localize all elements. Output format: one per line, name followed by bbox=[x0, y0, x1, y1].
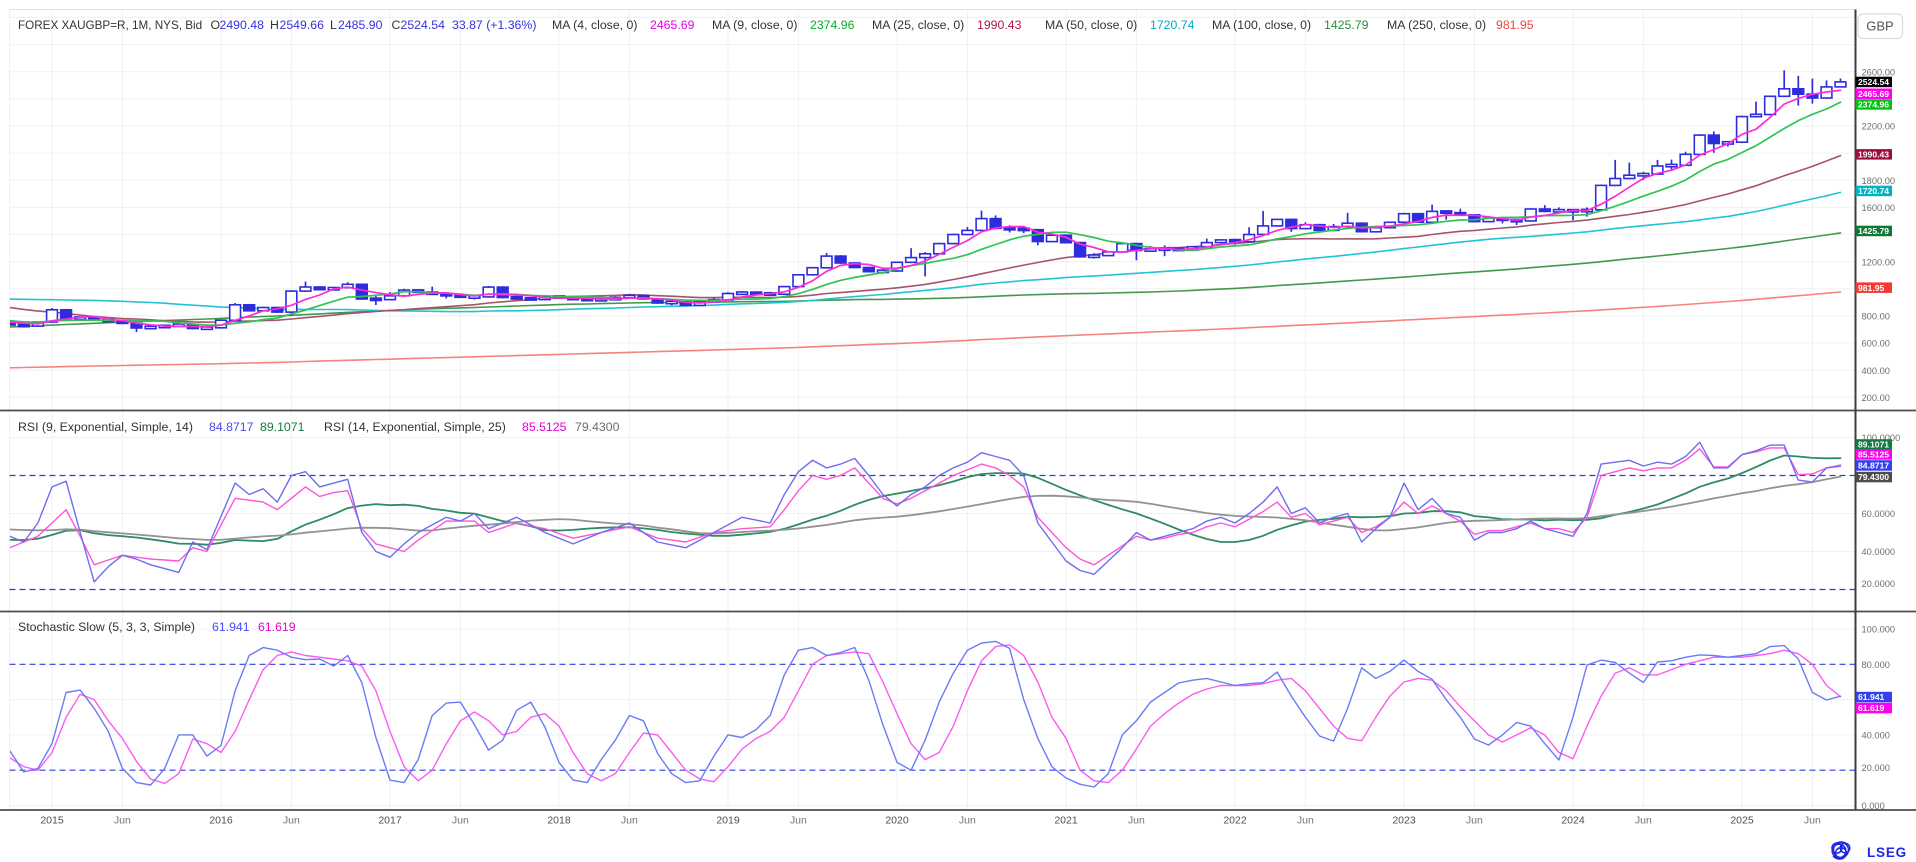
svg-text:2200.00: 2200.00 bbox=[1862, 122, 1896, 132]
svg-text:1800.00: 1800.00 bbox=[1862, 176, 1896, 186]
svg-text:1425.79: 1425.79 bbox=[1858, 226, 1889, 236]
svg-text:MA (9, close, 0): MA (9, close, 0) bbox=[712, 18, 797, 32]
svg-text:MA (50, close, 0): MA (50, close, 0) bbox=[1045, 18, 1137, 32]
svg-text:1990.43: 1990.43 bbox=[1858, 150, 1889, 160]
svg-text:2524.54: 2524.54 bbox=[1858, 77, 1889, 87]
svg-text:2374.96: 2374.96 bbox=[1858, 100, 1889, 110]
svg-text:600.00: 600.00 bbox=[1862, 339, 1890, 349]
svg-text:85.5125: 85.5125 bbox=[522, 420, 567, 434]
svg-text:0.000: 0.000 bbox=[1862, 801, 1885, 811]
svg-text:800.00: 800.00 bbox=[1862, 312, 1890, 322]
svg-text:20.0000: 20.0000 bbox=[1862, 579, 1896, 589]
svg-text:2020: 2020 bbox=[885, 815, 909, 827]
svg-text:GBP: GBP bbox=[1866, 19, 1893, 34]
svg-text:20.000: 20.000 bbox=[1862, 763, 1890, 773]
svg-text:84.8717: 84.8717 bbox=[209, 420, 254, 434]
svg-text:2549.66: 2549.66 bbox=[280, 18, 325, 32]
svg-text:LSEG: LSEG bbox=[1867, 845, 1907, 860]
svg-text:Jun: Jun bbox=[621, 815, 638, 827]
svg-text:2017: 2017 bbox=[378, 815, 402, 827]
svg-text:Stochastic Slow (5, 3, 3, Simp: Stochastic Slow (5, 3, 3, Simple) bbox=[18, 620, 195, 634]
svg-text:400.00: 400.00 bbox=[1862, 366, 1890, 376]
svg-text:MA (250, close, 0): MA (250, close, 0) bbox=[1387, 18, 1486, 32]
svg-text:Jun: Jun bbox=[1297, 815, 1314, 827]
svg-text:Jun: Jun bbox=[790, 815, 807, 827]
svg-text:Jun: Jun bbox=[114, 815, 131, 827]
svg-text:89.1071: 89.1071 bbox=[1858, 440, 1889, 450]
svg-text:79.4300: 79.4300 bbox=[1858, 472, 1889, 482]
svg-text:2022: 2022 bbox=[1223, 815, 1247, 827]
svg-text:89.1071: 89.1071 bbox=[260, 420, 305, 434]
svg-text:H: H bbox=[270, 18, 279, 32]
svg-text:C: C bbox=[392, 18, 401, 32]
svg-text:1720.74: 1720.74 bbox=[1150, 18, 1195, 32]
svg-text:100.0000: 100.0000 bbox=[1862, 433, 1901, 443]
svg-text:2015: 2015 bbox=[40, 815, 64, 827]
svg-text:1200.00: 1200.00 bbox=[1862, 257, 1896, 267]
svg-text:2524.54: 2524.54 bbox=[401, 18, 446, 32]
svg-text:100.000: 100.000 bbox=[1862, 625, 1896, 635]
svg-text:2024: 2024 bbox=[1561, 815, 1585, 827]
svg-text:MA (100, close, 0): MA (100, close, 0) bbox=[1212, 18, 1311, 32]
svg-text:40.0000: 40.0000 bbox=[1862, 547, 1896, 557]
svg-text:85.5125: 85.5125 bbox=[1858, 450, 1889, 460]
svg-text:33.87 (+1.36%): 33.87 (+1.36%) bbox=[452, 18, 536, 32]
svg-text:61.941: 61.941 bbox=[1858, 692, 1885, 702]
svg-text:Jun: Jun bbox=[1466, 815, 1483, 827]
svg-text:84.8717: 84.8717 bbox=[1858, 461, 1889, 471]
svg-text:79.4300: 79.4300 bbox=[575, 420, 620, 434]
svg-text:2025: 2025 bbox=[1730, 815, 1754, 827]
svg-text:Jun: Jun bbox=[1804, 815, 1821, 827]
svg-text:MA (25, close, 0): MA (25, close, 0) bbox=[872, 18, 964, 32]
svg-text:O: O bbox=[211, 18, 221, 32]
svg-text:2465.69: 2465.69 bbox=[650, 18, 695, 32]
svg-text:2490.48: 2490.48 bbox=[220, 18, 265, 32]
svg-text:RSI (9, Exponential, Simple, 1: RSI (9, Exponential, Simple, 14) bbox=[18, 420, 193, 434]
svg-text:60.0000: 60.0000 bbox=[1862, 509, 1896, 519]
svg-text:Jun: Jun bbox=[1128, 815, 1145, 827]
svg-text:Jun: Jun bbox=[283, 815, 300, 827]
svg-text:2374.96: 2374.96 bbox=[810, 18, 855, 32]
svg-text:1425.79: 1425.79 bbox=[1324, 18, 1369, 32]
svg-text:L: L bbox=[330, 18, 337, 32]
svg-text:1720.74: 1720.74 bbox=[1858, 186, 1889, 196]
svg-text:1990.43: 1990.43 bbox=[977, 18, 1022, 32]
svg-text:MA (4, close, 0): MA (4, close, 0) bbox=[552, 18, 637, 32]
svg-text:RSI (14, Exponential, Simple,: RSI (14, Exponential, Simple, 25) bbox=[324, 420, 506, 434]
svg-text:Jun: Jun bbox=[452, 815, 469, 827]
svg-text:2021: 2021 bbox=[1054, 815, 1078, 827]
svg-text:80.000: 80.000 bbox=[1862, 660, 1890, 670]
svg-text:200.00: 200.00 bbox=[1862, 393, 1890, 403]
svg-text:Jun: Jun bbox=[1635, 815, 1652, 827]
svg-text:FOREX XAUGBP=R, 1M, NYS, Bid: FOREX XAUGBP=R, 1M, NYS, Bid bbox=[18, 19, 202, 32]
svg-text:Jun: Jun bbox=[959, 815, 976, 827]
svg-text:61.619: 61.619 bbox=[1858, 703, 1885, 713]
svg-text:2600.00: 2600.00 bbox=[1862, 67, 1896, 77]
svg-text:2019: 2019 bbox=[716, 815, 740, 827]
svg-text:61.941: 61.941 bbox=[212, 620, 250, 634]
svg-text:2018: 2018 bbox=[547, 815, 571, 827]
svg-text:981.95: 981.95 bbox=[1496, 18, 1534, 32]
svg-text:2465.69: 2465.69 bbox=[1858, 89, 1889, 99]
svg-text:981.95: 981.95 bbox=[1858, 283, 1885, 293]
svg-text:40.000: 40.000 bbox=[1862, 731, 1890, 741]
svg-text:2023: 2023 bbox=[1392, 815, 1416, 827]
svg-text:61.619: 61.619 bbox=[258, 620, 296, 634]
svg-text:2485.90: 2485.90 bbox=[338, 18, 383, 32]
svg-text:1600.00: 1600.00 bbox=[1862, 203, 1896, 213]
svg-text:2016: 2016 bbox=[209, 815, 233, 827]
